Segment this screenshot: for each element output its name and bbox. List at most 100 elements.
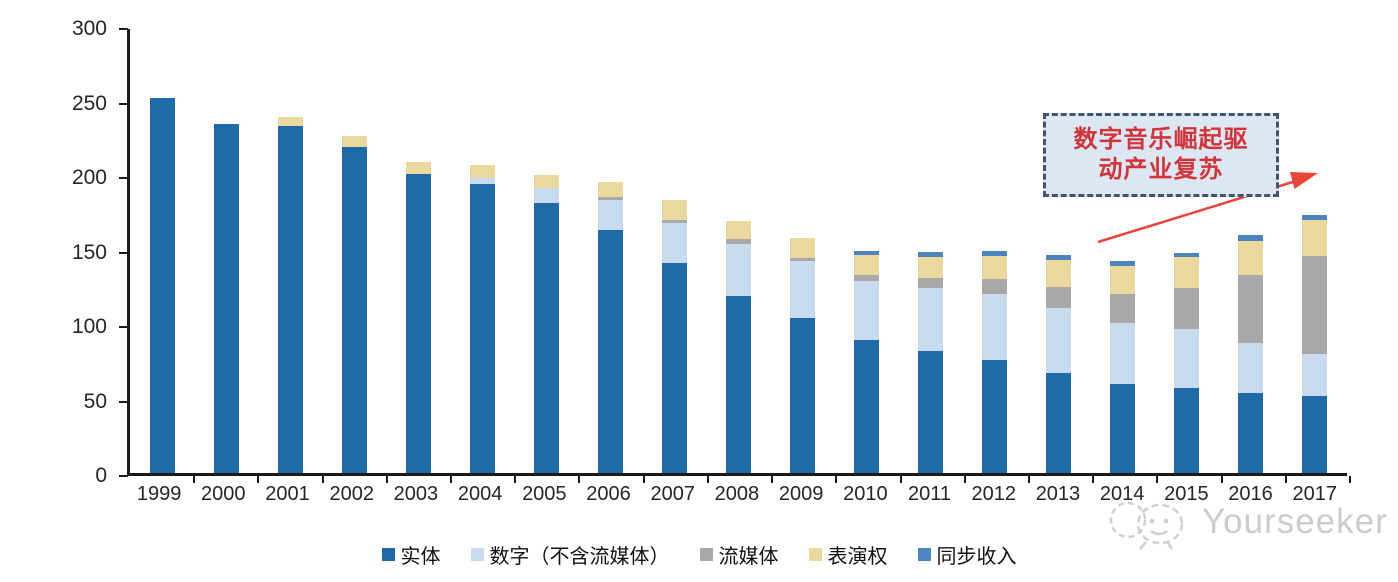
- bar-2014: [1110, 261, 1136, 473]
- x-axis-label-2010: 2010: [843, 483, 888, 505]
- y-axis-label-50: 50: [83, 389, 107, 413]
- bar-segment-2016-流媒体: [1238, 274, 1264, 344]
- bar-segment-2013-流媒体: [1046, 286, 1072, 308]
- bar-segment-2010-表演权: [854, 255, 880, 275]
- legend-label: 实体: [400, 546, 441, 568]
- bar-segment-2014-流媒体: [1110, 294, 1136, 323]
- bar-segment-2014-实体: [1110, 383, 1136, 473]
- x-tick-2013: [1092, 476, 1095, 483]
- x-tick-2003: [450, 476, 453, 483]
- y-tick-50: [119, 400, 128, 403]
- bar-segment-2015-表演权: [1174, 257, 1200, 289]
- bar-segment-2012-同步收入: [982, 251, 1008, 256]
- bar-segment-2010-同步收入: [854, 250, 880, 256]
- x-axis-label-2008: 2008: [714, 483, 760, 505]
- bar-segment-2012-实体: [982, 359, 1008, 473]
- bar-slot-2004: [450, 29, 514, 473]
- x-axis-label-2013: 2013: [1035, 483, 1081, 505]
- bar-2001: [277, 116, 303, 473]
- bar-2002: [341, 136, 367, 473]
- y-tick-300: [119, 28, 128, 30]
- bar-segment-2002-实体: [341, 146, 367, 473]
- bar-segment-2001-实体: [277, 125, 303, 473]
- annotation-text-line2: 动产业复苏: [1098, 157, 1224, 183]
- bar-2009: [789, 237, 815, 473]
- bar-segment-2016-表演权: [1238, 240, 1264, 275]
- bar-segment-2004-表演权: [469, 164, 495, 178]
- bar-2008: [725, 221, 751, 473]
- legend-item-表演权: 表演权: [808, 540, 888, 569]
- bar-segment-2012-流媒体: [982, 279, 1008, 295]
- bar-slot-2013: [1027, 29, 1091, 473]
- legend-item-同步收入: 同步收入: [917, 540, 1017, 569]
- bar-segment-2003-表演权: [405, 161, 431, 174]
- bar-slot-2008: [706, 29, 770, 473]
- bar-slot-2002: [322, 29, 386, 473]
- bar-segment-2004-数字（不含流媒体）: [469, 177, 495, 184]
- bar-segment-2011-流媒体: [918, 277, 944, 289]
- legend-label: 流媒体: [718, 546, 779, 568]
- bar-segment-2017-数字（不含流媒体）: [1302, 353, 1328, 396]
- bar-2013: [1046, 255, 1072, 473]
- bar-segment-2007-流媒体: [661, 219, 687, 223]
- bar-segment-2007-表演权: [661, 200, 687, 220]
- bar-segment-2013-同步收入: [1046, 255, 1072, 260]
- bar-segment-2015-实体: [1174, 388, 1200, 473]
- bar-1999: [149, 97, 175, 473]
- watermark-text: Yourseeker: [1202, 502, 1388, 541]
- y-axis-label-0: 0: [95, 464, 107, 487]
- y-axis-label-300: 300: [71, 17, 107, 40]
- x-axis-labels: 1999 2000 2001 2002 2003 2004 2005 2006 2007 2008…: [127, 483, 1347, 506]
- x-tick-2010: [899, 476, 902, 483]
- legend-label: 同步收入: [936, 546, 1017, 568]
- legend-swatch-icon: [699, 548, 713, 561]
- bar-slot-2010: [835, 29, 899, 473]
- bar-2004: [469, 164, 495, 473]
- x-tick-2012: [1027, 476, 1030, 483]
- bar-segment-2009-数字（不含流媒体）: [789, 261, 815, 318]
- x-axis-label-2017: 2017: [1292, 483, 1338, 505]
- x-tick-2004: [514, 476, 517, 483]
- x-axis-label-2007: 2007: [650, 483, 695, 505]
- bar-slot-2012: [963, 29, 1027, 473]
- bar-segment-2011-同步收入: [918, 252, 944, 257]
- x-axis-label-2012: 2012: [971, 483, 1016, 505]
- bar-slot-1999: [130, 29, 194, 473]
- bar-slot-2009: [770, 29, 834, 473]
- bar-segment-2009-流媒体: [789, 258, 815, 262]
- bar-segment-2017-流媒体: [1302, 255, 1328, 354]
- bar-segment-2008-实体: [725, 295, 751, 473]
- x-tick-1999: [193, 476, 196, 483]
- bar-segment-2015-同步收入: [1174, 252, 1200, 258]
- legend-item-数字（不含流媒体）: 数字（不含流媒体）: [470, 540, 670, 569]
- bar-segment-2007-数字（不含流媒体）: [661, 222, 687, 263]
- bar-segment-2006-表演权: [597, 182, 623, 198]
- bar-2000: [213, 124, 239, 473]
- bar-2003: [405, 161, 431, 473]
- bar-2007: [661, 200, 687, 473]
- bar-segment-2012-数字（不含流媒体）: [982, 294, 1008, 360]
- bar-2015: [1174, 252, 1200, 473]
- bar-segment-2000-实体: [213, 124, 239, 473]
- bar-segment-2015-流媒体: [1174, 288, 1200, 329]
- bar-segment-2017-同步收入: [1302, 215, 1328, 220]
- x-axis-label-1999: 1999: [136, 483, 182, 505]
- bar-2005: [533, 175, 559, 473]
- bar-slot-2006: [578, 29, 642, 473]
- y-axis-label-150: 150: [71, 240, 107, 264]
- bar-segment-2003-实体: [405, 173, 431, 473]
- legend-item-流媒体: 流媒体: [699, 540, 779, 569]
- bar-2011: [918, 252, 944, 473]
- legend-swatch-icon: [381, 548, 395, 561]
- bar-segment-2011-实体: [918, 350, 944, 473]
- x-tick-2009: [835, 476, 838, 483]
- bar-segment-1999-实体: [149, 97, 175, 473]
- x-tick-2008: [771, 476, 774, 483]
- x-axis-label-2011: 2011: [908, 483, 952, 505]
- bar-segment-2006-数字（不含流媒体）: [597, 200, 623, 231]
- bar-2010: [854, 250, 880, 473]
- bar-slot-2007: [642, 29, 706, 473]
- bar-slot-2015: [1155, 29, 1219, 473]
- annotation-text-line1: 数字音乐崛起驱: [1073, 127, 1249, 153]
